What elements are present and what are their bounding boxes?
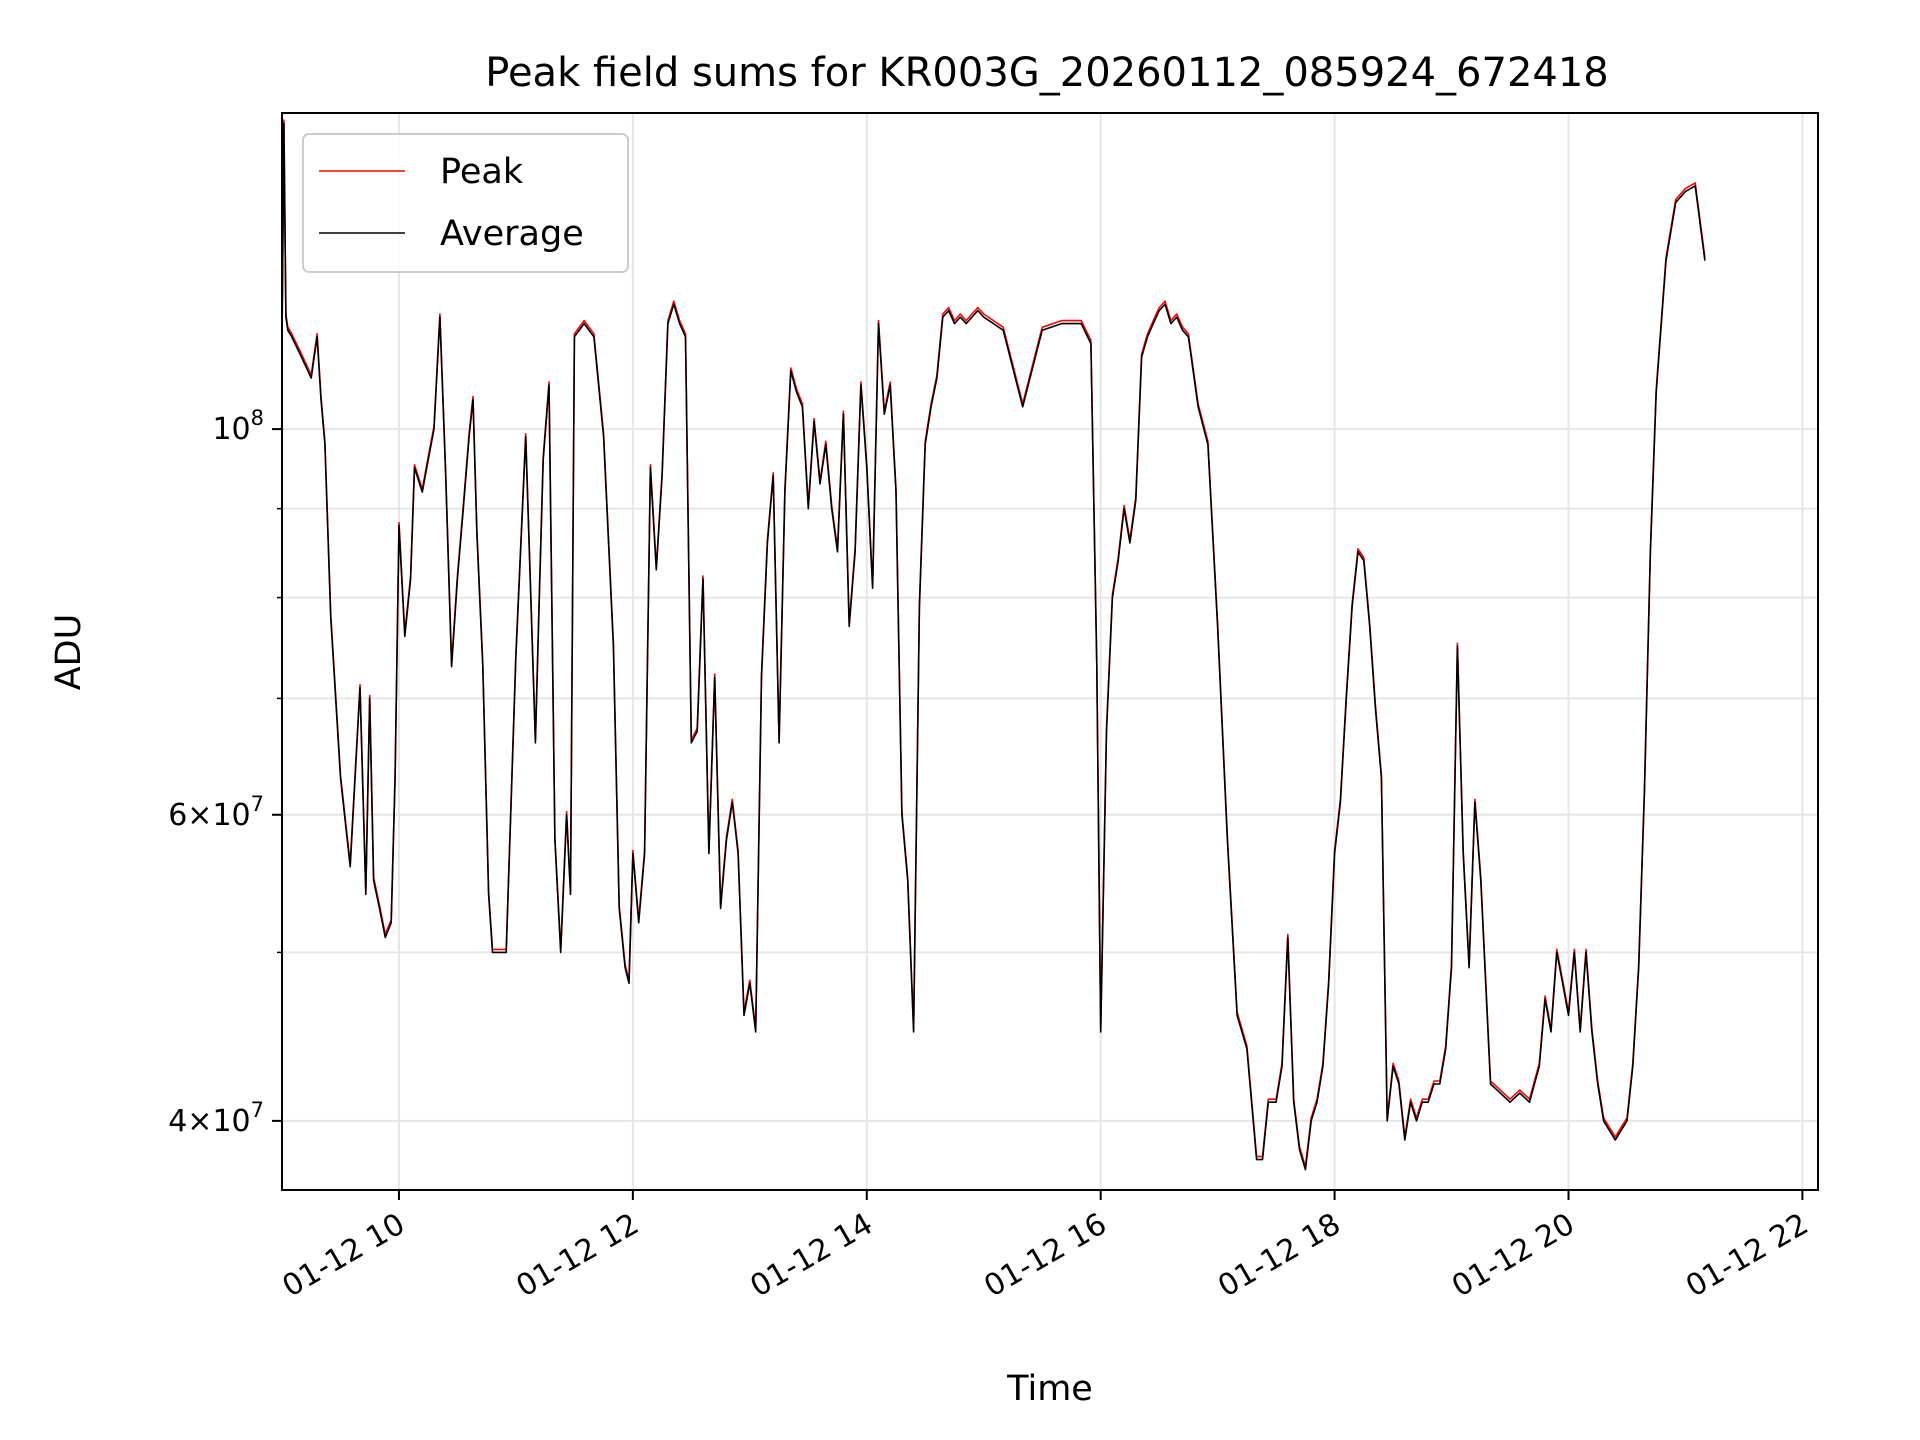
y-tick-base: 10 xyxy=(212,412,250,447)
plot-area xyxy=(282,119,1706,1171)
legend-label-peak: Peak xyxy=(440,152,524,192)
legend-box xyxy=(302,133,629,273)
grid xyxy=(282,113,1818,1190)
y-tick-label: 108 xyxy=(212,406,264,447)
y-tick-exponent: 7 xyxy=(251,792,264,816)
y-tick-label: 6×107 xyxy=(168,792,264,833)
series-line-average xyxy=(282,122,1706,1171)
x-axis-label: Time xyxy=(1006,1369,1093,1409)
chart-title: Peak field sums for KR003G_20260112_0859… xyxy=(485,50,1609,96)
y-tick-exponent: 8 xyxy=(251,406,264,430)
y-axis-label: ADU xyxy=(49,614,89,691)
y-tick-exponent: 7 xyxy=(251,1098,264,1122)
y-tick-times: × xyxy=(187,798,212,833)
legend: Peak Average xyxy=(302,133,629,273)
y-tick-label: 4×107 xyxy=(168,1098,264,1139)
y-tick-mantissa: 6 xyxy=(168,798,187,833)
y-tick-times: × xyxy=(187,1104,212,1139)
legend-label-average: Average xyxy=(440,214,584,254)
y-tick-base: 10 xyxy=(212,798,250,833)
plot-frame xyxy=(281,112,1819,1191)
y-tick-base: 10 xyxy=(212,1104,250,1139)
y-tick-mantissa: 4 xyxy=(168,1104,187,1139)
